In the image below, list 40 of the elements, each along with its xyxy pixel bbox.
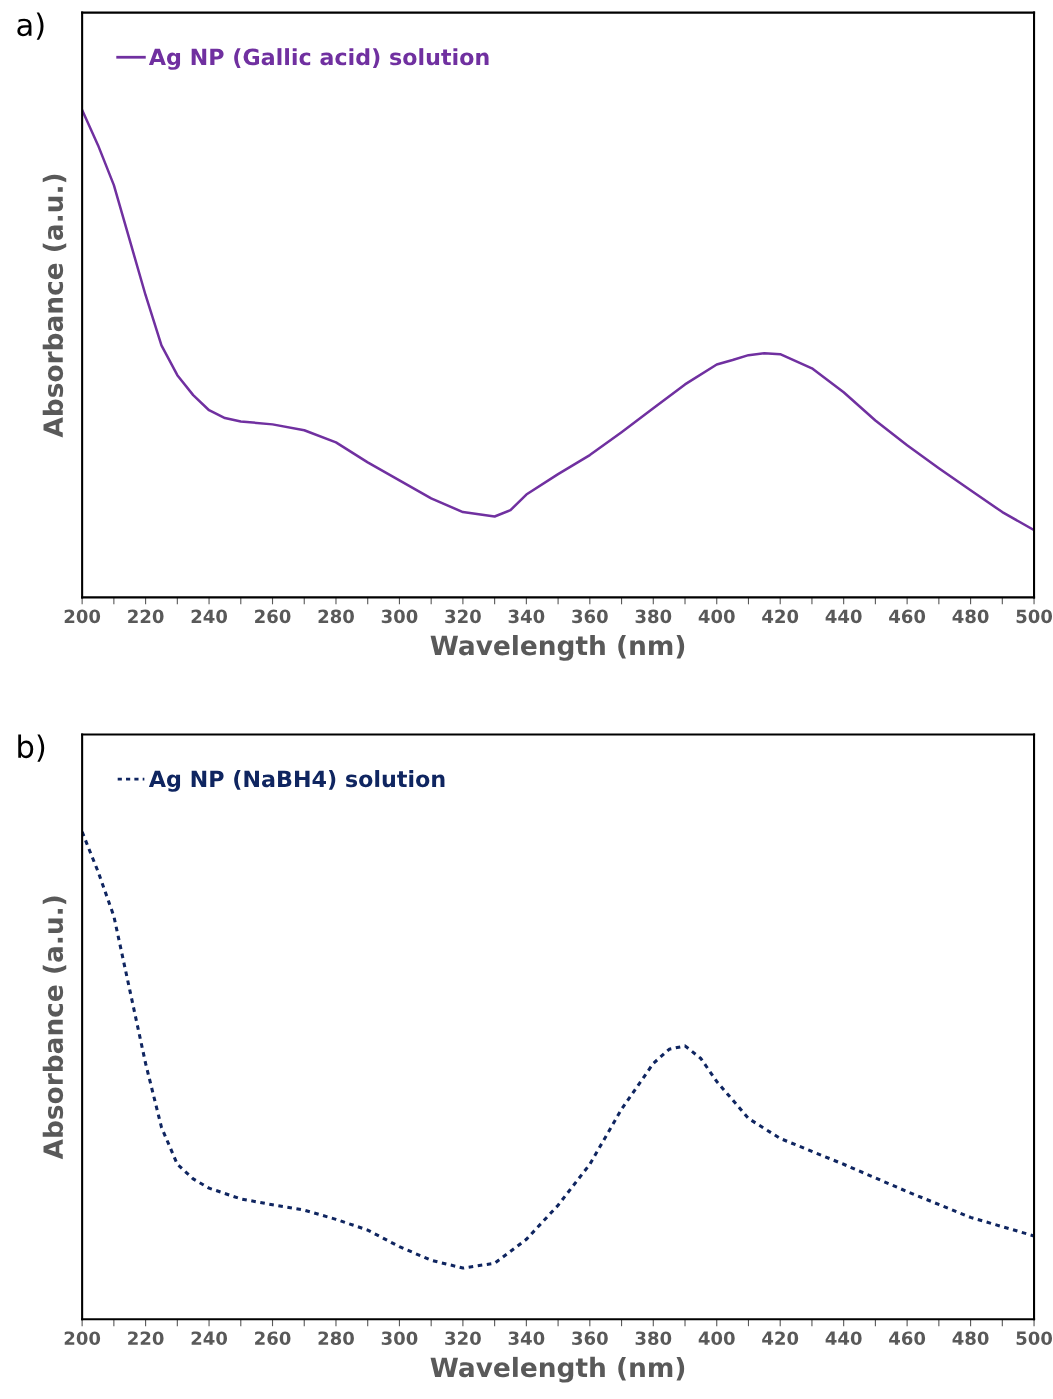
x-tick-label: 260 [255, 1331, 291, 1346]
x-tick-label: 420 [762, 609, 799, 624]
x-tick-label: 480 [952, 609, 989, 624]
x-tick-label: 240 [191, 1331, 228, 1346]
x-tick-label: 340 [508, 609, 545, 624]
x-tick-label: 240 [191, 609, 228, 624]
x-tick-label: 500 [1016, 1331, 1053, 1346]
x-tick-label: 340 [508, 1331, 545, 1346]
x-tick-label: 220 [128, 1331, 164, 1346]
x-tick-label: 400 [698, 609, 735, 624]
x-axis-title: Wavelength (nm) [430, 1356, 685, 1383]
x-tick-label: 360 [572, 609, 608, 624]
x-tick-label: 200 [64, 609, 101, 624]
x-tick-label: 440 [825, 1331, 862, 1346]
x-axis-title: Wavelength (nm) [430, 634, 685, 661]
x-tick-label: 380 [635, 609, 672, 624]
x-tick-label: 300 [381, 1331, 418, 1346]
x-tick-label: 320 [445, 609, 481, 624]
x-tick-label: 320 [445, 1331, 481, 1346]
text: b) [18, 734, 45, 762]
legend-label: Ag NP (NaBH4) solution [148, 770, 445, 792]
x-tick-label: 420 [762, 1331, 799, 1346]
x-tick-label: 360 [572, 1331, 608, 1346]
legend-label: Ag NP (Gallic acid) solution [148, 48, 489, 70]
x-tick-label: 280 [318, 1331, 354, 1346]
x-tick-label: 480 [952, 1331, 989, 1346]
x-tick-label: 300 [381, 609, 418, 624]
x-tick-label: 400 [698, 1331, 735, 1346]
text: a) [17, 12, 44, 40]
x-tick-label: 260 [255, 609, 291, 624]
y-axis-title: Absorbance (a.u.) [42, 896, 67, 1160]
x-tick-label: 460 [889, 609, 926, 624]
x-tick-label: 280 [318, 609, 354, 624]
x-tick-label: 500 [1016, 609, 1053, 624]
x-tick-label: 200 [64, 1331, 101, 1346]
x-tick-label: 220 [128, 609, 164, 624]
x-tick-label: 460 [889, 1331, 926, 1346]
x-tick-label: 440 [825, 609, 862, 624]
x-tick-label: 380 [635, 1331, 672, 1346]
y-axis-title: Absorbance (a.u.) [42, 174, 67, 438]
